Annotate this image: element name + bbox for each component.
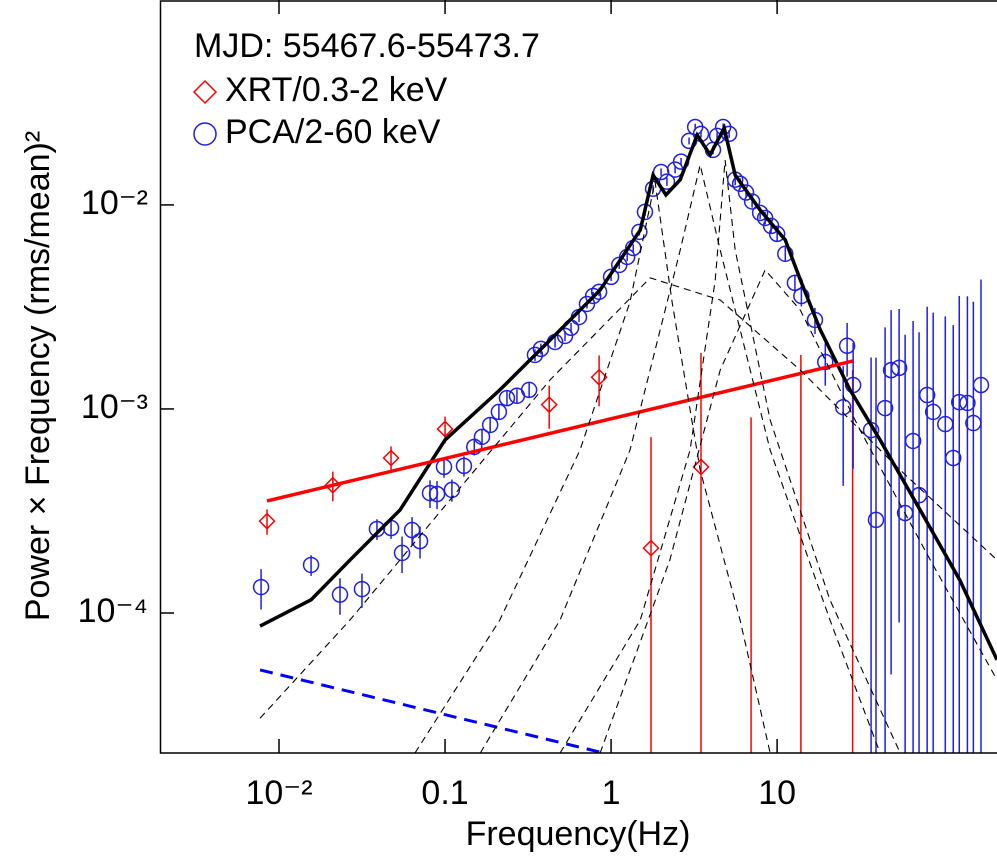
x-tick-label: 10⁻² (245, 774, 312, 812)
legend-label: XRT/0.3-2 keV (225, 71, 448, 109)
data-point (918, 386, 936, 404)
data-point (540, 396, 558, 414)
x-axis-label: Frequency(Hz) (466, 815, 691, 853)
data-point (436, 420, 454, 438)
data-point (331, 586, 349, 603)
data-point (411, 532, 429, 550)
data-point (924, 403, 942, 421)
model-line (559, 159, 901, 753)
data-point (904, 432, 922, 450)
data-point (793, 287, 810, 305)
data-point (382, 449, 400, 467)
axes: 10⁻² 0.1 1 10 10⁻⁴ 10⁻³ 10⁻² (78, 0, 796, 812)
legend-marker (192, 79, 218, 105)
data-point (867, 511, 885, 529)
data-point (368, 520, 386, 538)
y-tick-label: 10⁻⁴ (78, 592, 148, 630)
data-point (590, 368, 608, 386)
data-point (590, 283, 608, 301)
data-point (737, 184, 755, 201)
data-point (692, 458, 710, 476)
data-point (556, 327, 574, 345)
model-line (599, 268, 997, 753)
data-point (490, 403, 508, 421)
data-point (473, 428, 491, 446)
data-point (817, 353, 834, 371)
legend-marker (193, 122, 217, 146)
model-line (414, 181, 771, 753)
data-point (777, 245, 794, 263)
data-point (631, 223, 648, 241)
model-line (259, 668, 601, 753)
data-point (743, 193, 761, 210)
legend-label: PCA/2-60 keV (225, 113, 441, 151)
data-point (768, 225, 786, 243)
y-tick-label: 10⁻³ (81, 388, 148, 426)
data-point (602, 268, 620, 286)
model-line (266, 359, 854, 503)
data-point (526, 346, 544, 364)
x-tick-label: 1 (602, 774, 621, 812)
x-tick-label: 10 (758, 774, 796, 812)
y-tick-label: 10⁻² (81, 184, 148, 222)
data-point (944, 449, 962, 467)
data-point (393, 544, 411, 562)
data-point (532, 340, 550, 358)
data-point (876, 399, 894, 417)
data-point (252, 578, 270, 596)
data-point (658, 173, 676, 190)
data-point (258, 512, 276, 530)
plot-area (252, 118, 997, 753)
data-point (731, 175, 749, 192)
data-point (498, 389, 516, 407)
y-axis-label: Power × Frequency (rms/mean)² (19, 131, 57, 621)
data-point (481, 416, 499, 434)
data-point (642, 539, 660, 557)
annotation: MJD: 55467.6-55473.7 (194, 27, 540, 65)
data-point (353, 580, 371, 598)
model-line (259, 277, 997, 719)
data-point (890, 359, 908, 377)
legend: MJD: 55467.6-55473.7 XRT/0.3-2 keV PCA/2-… (192, 27, 540, 151)
data-point (302, 556, 320, 574)
data-point (972, 376, 990, 394)
model-line (479, 164, 881, 753)
data-point (428, 485, 446, 503)
model-line (259, 123, 997, 661)
axes-frame (159, 0, 997, 754)
data-point (959, 394, 976, 412)
x-tick-label: 0.1 (421, 774, 468, 812)
data-point (834, 398, 852, 416)
data-point (520, 381, 538, 399)
data-point (455, 457, 473, 475)
data-point (838, 337, 856, 355)
data-point (751, 204, 769, 222)
